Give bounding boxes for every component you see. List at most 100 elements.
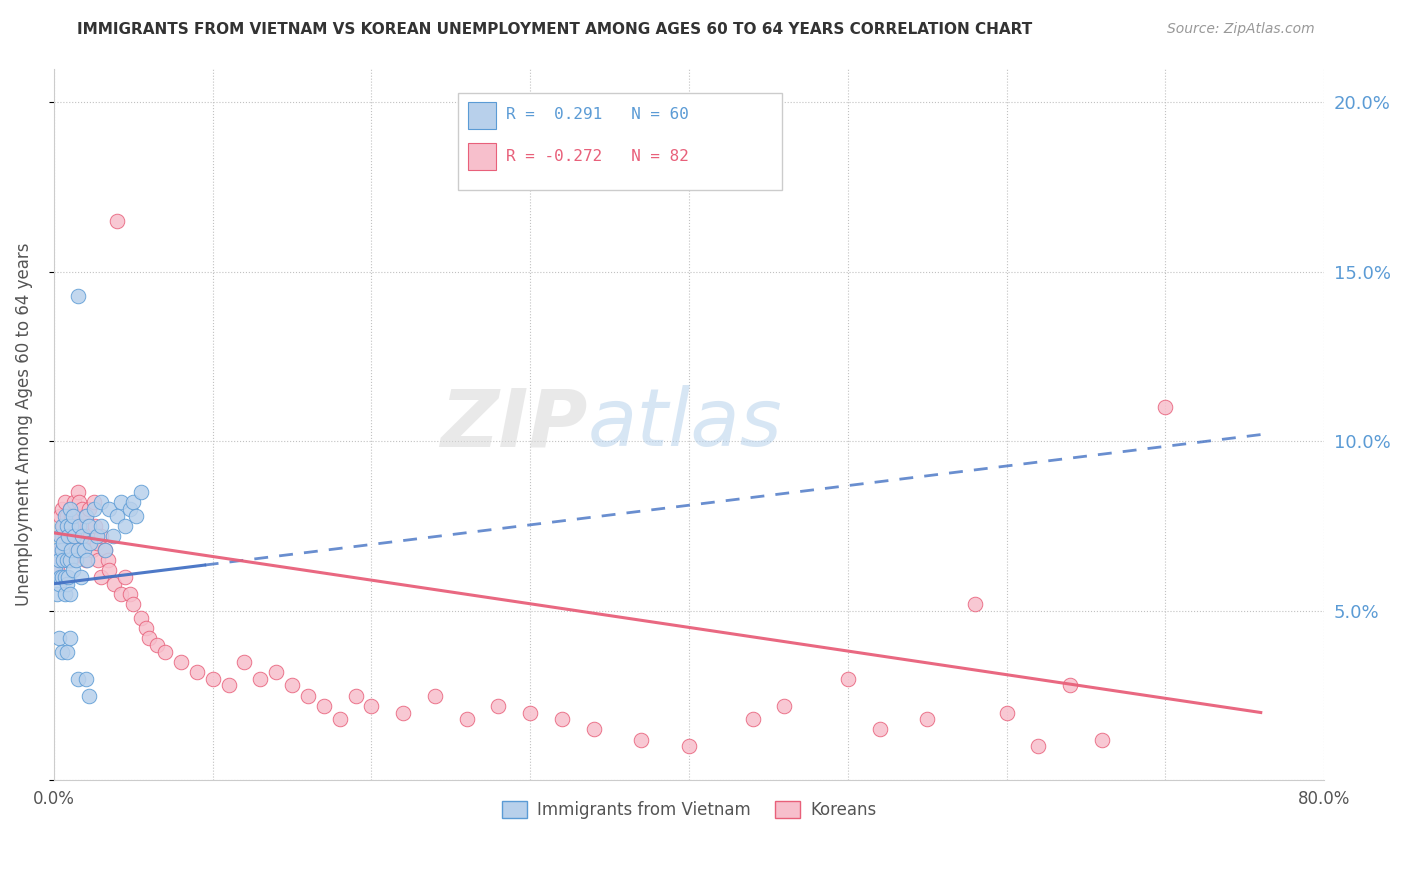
Point [59, 502, 82, 516]
Point [551, 712, 574, 726]
Text: ZIP: ZIP [440, 385, 588, 464]
Point [84, 519, 107, 533]
Point [55, 644, 77, 658]
Point [55, 553, 77, 567]
Point [519, 706, 541, 720]
Point [1059, 678, 1081, 692]
Point [46, 563, 69, 577]
Point [129, 485, 152, 500]
Point [63, 529, 86, 543]
Point [53, 508, 76, 523]
FancyBboxPatch shape [468, 102, 496, 129]
Point [122, 495, 145, 509]
Point [153, 644, 176, 658]
Point [48, 553, 70, 567]
Point [678, 739, 700, 754]
Point [297, 689, 319, 703]
Point [1091, 732, 1114, 747]
Text: Source: ZipAtlas.com: Source: ZipAtlas.com [1167, 22, 1315, 37]
Point [56, 519, 79, 533]
Point [90, 495, 112, 509]
Point [90, 570, 112, 584]
Point [773, 698, 796, 713]
Point [125, 508, 148, 523]
Point [77, 502, 100, 516]
Point [1028, 739, 1050, 754]
Point [51, 570, 73, 584]
Point [56, 529, 79, 543]
Point [83, 502, 105, 516]
Point [69, 570, 91, 584]
Point [62, 563, 84, 577]
Point [52, 542, 75, 557]
Point [53, 587, 76, 601]
Point [630, 732, 652, 747]
Point [264, 665, 287, 679]
Point [86, 529, 108, 543]
Point [46, 542, 69, 557]
Point [66, 542, 89, 557]
Point [105, 214, 128, 228]
Text: atlas: atlas [588, 385, 782, 464]
Point [90, 529, 112, 543]
Point [329, 712, 352, 726]
Point [67, 495, 90, 509]
Point [49, 529, 72, 543]
Point [79, 529, 101, 543]
Point [488, 698, 510, 713]
Point [77, 519, 100, 533]
Point [103, 576, 125, 591]
Point [233, 655, 256, 669]
Point [62, 542, 84, 557]
Point [79, 536, 101, 550]
Point [51, 542, 73, 557]
Point [344, 689, 367, 703]
Point [114, 570, 136, 584]
Point [138, 631, 160, 645]
Point [52, 519, 75, 533]
Point [77, 689, 100, 703]
Point [60, 508, 83, 523]
Point [312, 698, 335, 713]
Point [53, 570, 76, 584]
Point [72, 529, 94, 543]
Point [44, 563, 66, 577]
Point [66, 672, 89, 686]
Point [995, 706, 1018, 720]
Point [73, 542, 96, 557]
Point [360, 698, 382, 713]
Point [93, 542, 115, 557]
Point [69, 519, 91, 533]
Point [48, 576, 70, 591]
Point [62, 519, 84, 533]
Point [48, 553, 70, 567]
Point [49, 542, 72, 557]
Point [59, 587, 82, 601]
Point [55, 519, 77, 533]
Point [59, 553, 82, 567]
Point [87, 553, 110, 567]
Point [114, 519, 136, 533]
Point [65, 553, 87, 567]
Point [963, 597, 986, 611]
Point [120, 502, 142, 516]
Point [60, 542, 83, 557]
Point [49, 508, 72, 523]
Point [201, 672, 224, 686]
Point [53, 529, 76, 543]
Y-axis label: Unemployment Among Ages 60 to 64 years: Unemployment Among Ages 60 to 64 years [15, 243, 32, 607]
Point [86, 536, 108, 550]
Legend: Immigrants from Vietnam, Koreans: Immigrants from Vietnam, Koreans [495, 794, 883, 825]
Point [55, 576, 77, 591]
Point [93, 542, 115, 557]
Point [60, 519, 83, 533]
Point [63, 495, 86, 509]
Point [51, 502, 73, 516]
Point [80, 542, 103, 557]
Point [49, 570, 72, 584]
Point [281, 678, 304, 692]
Point [122, 597, 145, 611]
Point [76, 519, 98, 533]
Point [98, 563, 121, 577]
Point [249, 672, 271, 686]
